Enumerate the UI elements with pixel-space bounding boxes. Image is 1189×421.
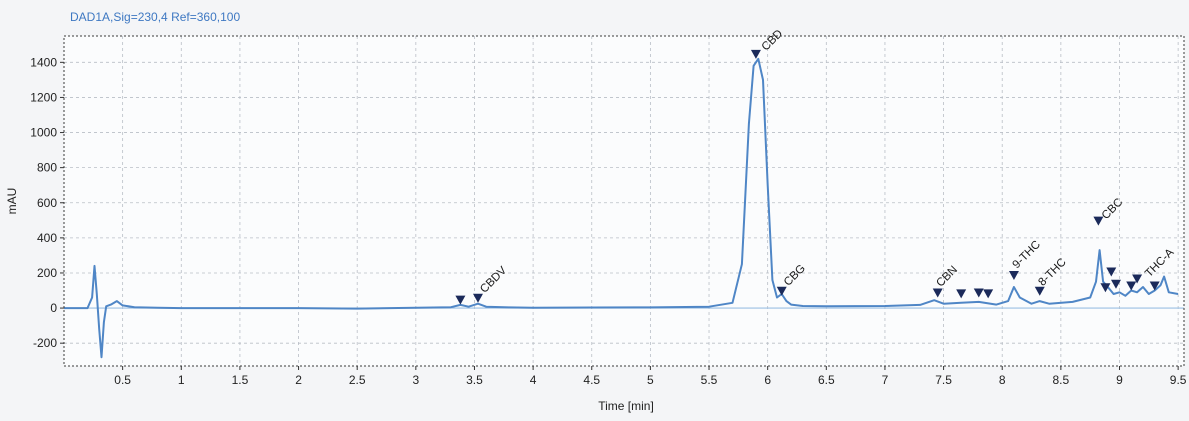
peak-marker [1034,286,1045,296]
peak-marker [1106,267,1117,277]
y-tick-label: 400 [37,231,57,245]
y-tick-label: 1400 [30,55,57,69]
peak-marker [455,295,466,305]
peak-marker [1149,281,1160,291]
x-tick-label: 2 [295,373,302,387]
y-tick-label: 1200 [30,90,57,104]
y-tick-label: -200 [33,336,57,350]
x-tick-label: 8.5 [1053,373,1070,387]
y-tick-label: 600 [37,196,57,210]
y-tick-label: 0 [50,301,57,315]
x-tick-label: 7.5 [935,373,952,387]
peak-marker [1126,281,1137,291]
x-tick-label: 9.5 [1170,373,1187,387]
peak-marker [472,293,483,303]
x-tick-label: 5.5 [701,373,718,387]
tick-layer: 0.5 1 1.5 2 2.5 3 3.5 4 4.5 5 5.5 6 6.5 7 7.5 8 8.5 9 9.5 -… [30,55,1187,387]
x-tick-label: 1 [178,373,185,387]
plot-area-background [64,36,1184,366]
peak-marker [1100,283,1111,293]
peak-marker [932,288,943,298]
x-tick-label: 9 [1116,373,1123,387]
peak-marker [776,286,787,296]
x-tick-label: 3 [412,373,419,387]
y-tick-label: 1000 [30,126,57,140]
peak-marker [1093,216,1104,226]
x-tick-label: 4.5 [583,373,600,387]
x-tick-label: 3.5 [466,373,483,387]
x-axis-label: Time [min] [598,399,654,413]
x-tick-label: 0.5 [114,373,131,387]
peak-marker [983,289,994,299]
x-tick-label: 7 [882,373,889,387]
y-axis-label: mAU [5,188,19,215]
x-tick-label: 8 [999,373,1006,387]
peak-marker [1110,279,1121,289]
marker-layer [455,49,1160,305]
y-tick-label: 800 [37,161,57,175]
chart-title: DAD1A,Sig=230,4 Ref=360,100 [70,10,240,24]
y-tick-label: 200 [37,266,57,280]
plot-frame [63,35,1185,367]
x-tick-label: 6.5 [818,373,835,387]
x-tick-label: 4 [530,373,537,387]
peak-marker [973,288,984,298]
x-tick-label: 5 [647,373,654,387]
x-tick-label: 1.5 [232,373,249,387]
peak-marker [1008,270,1019,280]
x-tick-label: 6 [764,373,771,387]
peak-marker [750,49,761,59]
peak-marker [956,289,967,299]
x-tick-label: 2.5 [349,373,366,387]
peak-marker [1132,274,1143,284]
